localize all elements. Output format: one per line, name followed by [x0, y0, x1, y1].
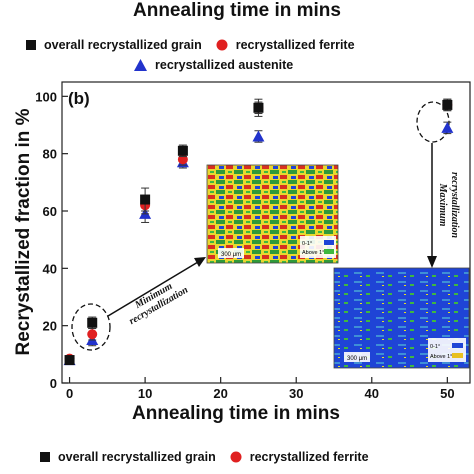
overall-point	[140, 194, 151, 205]
panel-label: (b)	[68, 89, 90, 108]
maximum-annotation-line-2: recrystallization	[449, 172, 460, 239]
circle-marker-icon	[230, 451, 242, 463]
overall-point	[64, 355, 75, 366]
legend-label-ferrite: recrystallized ferrite	[235, 38, 355, 52]
legend-bottom-label-overall: overall recrystallized grain	[58, 450, 216, 464]
overall-point	[177, 145, 188, 156]
y-axis-label: Recrystallized fraction in %	[13, 108, 34, 355]
x-tick-label: 50	[440, 386, 454, 401]
legend-item-overall: overall recrystallized grain	[26, 38, 202, 52]
x-axis-label: Annealing time in mins	[132, 403, 340, 424]
legend-bottom-row: overall recrystallized grain recrystalli…	[40, 450, 369, 464]
overall-point	[442, 99, 453, 110]
y-tick-label: 60	[43, 204, 57, 219]
ferrite-point	[87, 329, 98, 340]
axis-ticks	[62, 95, 448, 384]
maximum-arrow	[427, 143, 437, 268]
legend-item-ferrite: recrystallized ferrite	[216, 38, 355, 52]
inset1-legend-label-1: 0-1°	[302, 241, 312, 247]
x-tick-label: 20	[213, 386, 227, 401]
x-tick-label: 40	[365, 386, 379, 401]
maximum-annotation-line-1: Maximum	[437, 183, 448, 227]
overall-point	[87, 317, 98, 328]
legend-label-austenite: recrystallized austenite	[155, 58, 294, 72]
legend-item-austenite: recrystallized austenite	[134, 58, 293, 72]
inset-micrograph-2: 300 μm 0-1° Above 1°	[333, 267, 470, 369]
austenite-point	[441, 121, 454, 133]
inset1-legend-label-2: Above 1°	[302, 250, 324, 256]
triangle-marker-icon	[134, 59, 147, 71]
legend-bottom-label-ferrite: recrystallized ferrite	[249, 450, 369, 464]
square-marker-icon	[40, 452, 50, 462]
y-tick-label: 0	[50, 376, 57, 391]
legend-top-row-1: overall recrystallized grain recrystalli…	[26, 38, 355, 52]
legend-bottom-item-ferrite: recrystallized ferrite	[230, 450, 369, 464]
y-tick-label: 100	[35, 89, 57, 104]
x-tick-label: 30	[289, 386, 303, 401]
minimum-arrow	[107, 257, 206, 317]
x-tick-label: 10	[138, 386, 152, 401]
inset2-scale-label: 300 μm	[347, 356, 367, 362]
inset1-scale-label: 300 μm	[221, 252, 241, 258]
square-marker-icon	[26, 40, 36, 50]
overall-point	[253, 102, 264, 113]
inset2-legend-label-2: Above 1°	[430, 354, 452, 360]
austenite-point	[252, 130, 265, 142]
legend-top-row-2: recrystallized austenite	[134, 58, 293, 72]
plot-frame	[61, 81, 471, 384]
y-tick-label: 80	[43, 147, 57, 162]
inset2-legend-label-1: 0-1°	[430, 344, 440, 350]
axis-tick-labels: 0 10 20 30 40 50 0 20 40 60 80 100	[35, 89, 454, 401]
min-highlight-circle	[71, 303, 111, 351]
inset-micrograph-1: 300 μm 0-1° Above 1°	[206, 164, 339, 264]
x-tick-label: 0	[66, 386, 73, 401]
legend-label-overall: overall recrystallized grain	[44, 38, 202, 52]
top-title: Annealing time in mins	[133, 0, 341, 21]
data-points	[63, 98, 454, 366]
y-tick-label: 20	[43, 319, 57, 334]
circle-marker-icon	[216, 39, 228, 51]
y-tick-label: 40	[43, 261, 57, 276]
legend-bottom-item-overall: overall recrystallized grain	[40, 450, 216, 464]
